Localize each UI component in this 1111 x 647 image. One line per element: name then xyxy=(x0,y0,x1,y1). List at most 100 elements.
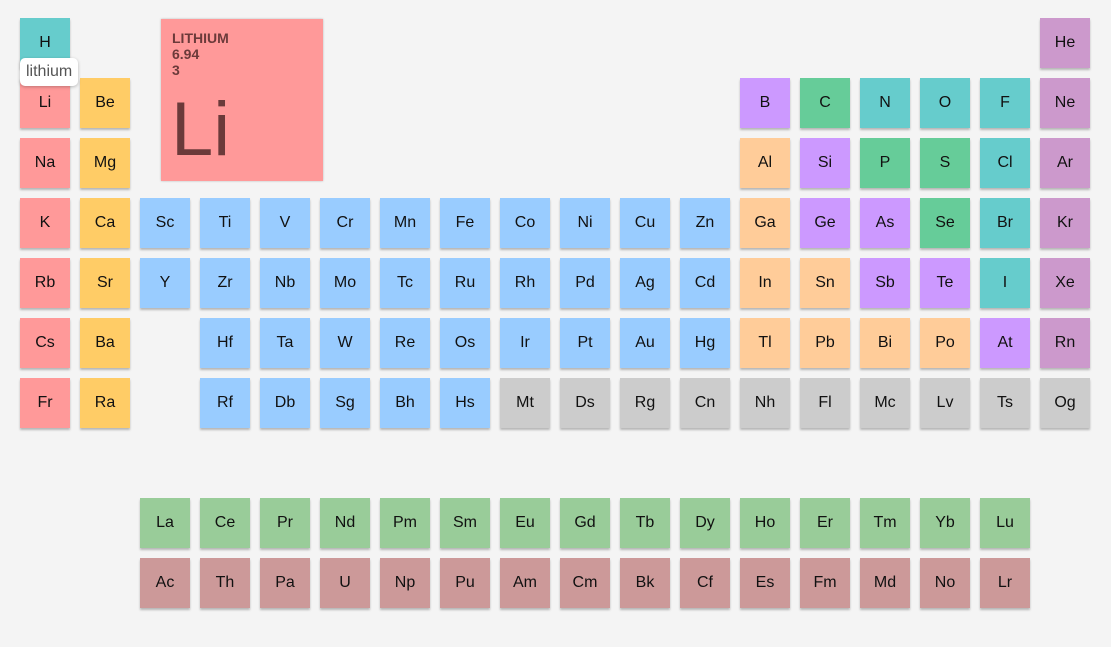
element-tile-ar[interactable]: Ar xyxy=(1040,138,1090,188)
element-tile-mc[interactable]: Mc xyxy=(860,378,910,428)
element-tile-mo[interactable]: Mo xyxy=(320,258,370,308)
element-tile-ca[interactable]: Ca xyxy=(80,198,130,248)
element-tile-ba[interactable]: Ba xyxy=(80,318,130,368)
element-tile-tc[interactable]: Tc xyxy=(380,258,430,308)
element-tile-cu[interactable]: Cu xyxy=(620,198,670,248)
element-tile-be[interactable]: Be xyxy=(80,78,130,128)
element-tile-ac[interactable]: Ac xyxy=(140,558,190,608)
element-tile-mg[interactable]: Mg xyxy=(80,138,130,188)
element-tile-gd[interactable]: Gd xyxy=(560,498,610,548)
element-tile-sn[interactable]: Sn xyxy=(800,258,850,308)
element-tile-rh[interactable]: Rh xyxy=(500,258,550,308)
element-tile-ta[interactable]: Ta xyxy=(260,318,310,368)
element-tile-no[interactable]: No xyxy=(920,558,970,608)
element-tile-hf[interactable]: Hf xyxy=(200,318,250,368)
element-tile-re[interactable]: Re xyxy=(380,318,430,368)
element-tile-na[interactable]: Na xyxy=(20,138,70,188)
element-tile-s[interactable]: S xyxy=(920,138,970,188)
element-tile-pm[interactable]: Pm xyxy=(380,498,430,548)
element-tile-o[interactable]: O xyxy=(920,78,970,128)
element-tile-zn[interactable]: Zn xyxy=(680,198,730,248)
element-tile-ag[interactable]: Ag xyxy=(620,258,670,308)
element-tile-sb[interactable]: Sb xyxy=(860,258,910,308)
element-tile-cl[interactable]: Cl xyxy=(980,138,1030,188)
element-tile-v[interactable]: V xyxy=(260,198,310,248)
element-tile-y[interactable]: Y xyxy=(140,258,190,308)
element-tile-dy[interactable]: Dy xyxy=(680,498,730,548)
element-tile-bi[interactable]: Bi xyxy=(860,318,910,368)
element-tile-tb[interactable]: Tb xyxy=(620,498,670,548)
element-tile-nb[interactable]: Nb xyxy=(260,258,310,308)
element-tile-fr[interactable]: Fr xyxy=(20,378,70,428)
element-tile-og[interactable]: Og xyxy=(1040,378,1090,428)
element-tile-la[interactable]: La xyxy=(140,498,190,548)
element-tile-os[interactable]: Os xyxy=(440,318,490,368)
element-tile-lr[interactable]: Lr xyxy=(980,558,1030,608)
element-tile-c[interactable]: C xyxy=(800,78,850,128)
element-tile-cn[interactable]: Cn xyxy=(680,378,730,428)
element-tile-fe[interactable]: Fe xyxy=(440,198,490,248)
element-tile-mn[interactable]: Mn xyxy=(380,198,430,248)
element-tile-np[interactable]: Np xyxy=(380,558,430,608)
element-tile-hs[interactable]: Hs xyxy=(440,378,490,428)
element-tile-he[interactable]: He xyxy=(1040,18,1090,68)
element-tile-ti[interactable]: Ti xyxy=(200,198,250,248)
element-tile-te[interactable]: Te xyxy=(920,258,970,308)
element-tile-nh[interactable]: Nh xyxy=(740,378,790,428)
element-tile-pa[interactable]: Pa xyxy=(260,558,310,608)
element-tile-pr[interactable]: Pr xyxy=(260,498,310,548)
element-tile-nd[interactable]: Nd xyxy=(320,498,370,548)
element-tile-pt[interactable]: Pt xyxy=(560,318,610,368)
element-tile-in[interactable]: In xyxy=(740,258,790,308)
element-tile-co[interactable]: Co xyxy=(500,198,550,248)
element-tile-lu[interactable]: Lu xyxy=(980,498,1030,548)
element-tile-yb[interactable]: Yb xyxy=(920,498,970,548)
element-tile-ce[interactable]: Ce xyxy=(200,498,250,548)
element-tile-i[interactable]: I xyxy=(980,258,1030,308)
element-tile-u[interactable]: U xyxy=(320,558,370,608)
element-tile-zr[interactable]: Zr xyxy=(200,258,250,308)
element-tile-cd[interactable]: Cd xyxy=(680,258,730,308)
element-tile-pb[interactable]: Pb xyxy=(800,318,850,368)
element-tile-cs[interactable]: Cs xyxy=(20,318,70,368)
element-tile-f[interactable]: F xyxy=(980,78,1030,128)
element-tile-tm[interactable]: Tm xyxy=(860,498,910,548)
element-tile-si[interactable]: Si xyxy=(800,138,850,188)
element-tile-lv[interactable]: Lv xyxy=(920,378,970,428)
element-tile-ga[interactable]: Ga xyxy=(740,198,790,248)
element-tile-at[interactable]: At xyxy=(980,318,1030,368)
element-tile-eu[interactable]: Eu xyxy=(500,498,550,548)
element-tile-md[interactable]: Md xyxy=(860,558,910,608)
element-tile-li[interactable]: Li xyxy=(20,78,70,128)
element-tile-au[interactable]: Au xyxy=(620,318,670,368)
element-tile-p[interactable]: P xyxy=(860,138,910,188)
element-tile-am[interactable]: Am xyxy=(500,558,550,608)
element-tile-se[interactable]: Se xyxy=(920,198,970,248)
element-tile-bk[interactable]: Bk xyxy=(620,558,670,608)
element-tile-th[interactable]: Th xyxy=(200,558,250,608)
element-tile-sg[interactable]: Sg xyxy=(320,378,370,428)
element-tile-pu[interactable]: Pu xyxy=(440,558,490,608)
element-tile-as[interactable]: As xyxy=(860,198,910,248)
element-tile-k[interactable]: K xyxy=(20,198,70,248)
element-tile-ne[interactable]: Ne xyxy=(1040,78,1090,128)
element-tile-es[interactable]: Es xyxy=(740,558,790,608)
element-tile-rb[interactable]: Rb xyxy=(20,258,70,308)
element-tile-kr[interactable]: Kr xyxy=(1040,198,1090,248)
element-tile-fl[interactable]: Fl xyxy=(800,378,850,428)
element-tile-sc[interactable]: Sc xyxy=(140,198,190,248)
element-tile-rn[interactable]: Rn xyxy=(1040,318,1090,368)
element-tile-n[interactable]: N xyxy=(860,78,910,128)
element-tile-br[interactable]: Br xyxy=(980,198,1030,248)
element-tile-tl[interactable]: Tl xyxy=(740,318,790,368)
element-tile-db[interactable]: Db xyxy=(260,378,310,428)
element-tile-ra[interactable]: Ra xyxy=(80,378,130,428)
element-tile-sr[interactable]: Sr xyxy=(80,258,130,308)
element-tile-al[interactable]: Al xyxy=(740,138,790,188)
element-tile-fm[interactable]: Fm xyxy=(800,558,850,608)
element-tile-ho[interactable]: Ho xyxy=(740,498,790,548)
element-tile-ru[interactable]: Ru xyxy=(440,258,490,308)
element-tile-ni[interactable]: Ni xyxy=(560,198,610,248)
element-tile-w[interactable]: W xyxy=(320,318,370,368)
element-tile-xe[interactable]: Xe xyxy=(1040,258,1090,308)
